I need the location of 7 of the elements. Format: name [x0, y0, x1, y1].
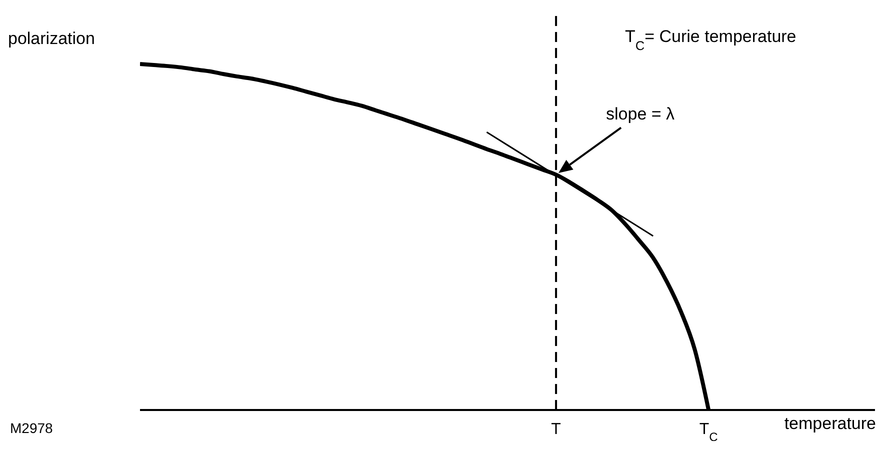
- x-tick-label: T$_{C}$: [699, 421, 718, 444]
- annotation: slope = λ: [606, 104, 676, 124]
- text: M2978: [10, 420, 54, 436]
- text: T$_{C}$= Curie temperature: [625, 27, 796, 52]
- x-axis-title: temperature: [784, 414, 876, 433]
- y-axis-title: polarization: [8, 29, 95, 48]
- x-tick-label: T: [551, 421, 562, 438]
